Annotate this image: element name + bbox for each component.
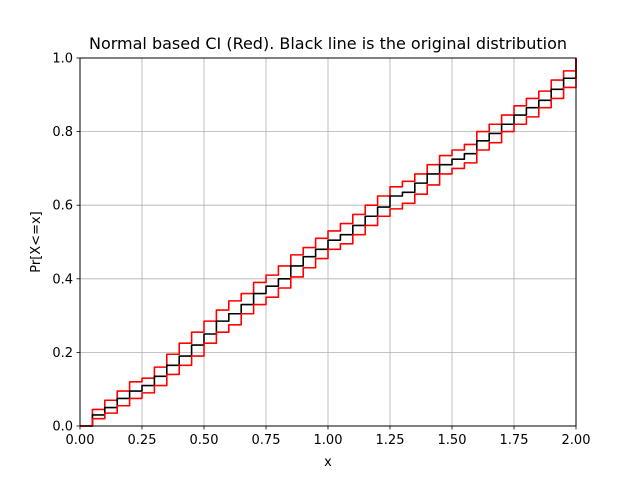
x-tick-label: 1.00 — [314, 433, 343, 448]
x-tick-label: 0.00 — [66, 433, 95, 448]
x-tick-label: 2.00 — [562, 433, 591, 448]
chart-title: Normal based CI (Red). Black line is the… — [89, 34, 567, 53]
y-tick-label: 0.0 — [52, 420, 73, 435]
x-tick-label: 1.50 — [438, 433, 467, 448]
x-tick-label: 0.75 — [252, 433, 281, 448]
ci-lower-line — [80, 58, 577, 427]
ticks: 0.00 0.25 0.50 0.75 1.00 1.25 1.50 1.75 2.00 0.0 0… — [52, 52, 590, 449]
y-tick-label: 0.2 — [52, 346, 73, 361]
x-tick-label: 0.50 — [190, 433, 219, 448]
y-tick-label: 1.0 — [52, 52, 73, 67]
series-layer — [80, 58, 577, 427]
x-tick-label: 1.75 — [500, 433, 529, 448]
x-tick-label: 1.25 — [376, 433, 405, 448]
y-tick-label: 0.8 — [52, 125, 73, 140]
y-axis-label: Pr[X<=x] — [29, 211, 44, 272]
y-tick-label: 0.6 — [52, 199, 73, 214]
ci-upper-line — [80, 58, 577, 427]
x-tick-label: 0.25 — [128, 433, 157, 448]
x-axis-label: x — [324, 455, 332, 470]
original-distribution-line — [80, 58, 577, 427]
y-tick-label: 0.4 — [52, 272, 73, 287]
